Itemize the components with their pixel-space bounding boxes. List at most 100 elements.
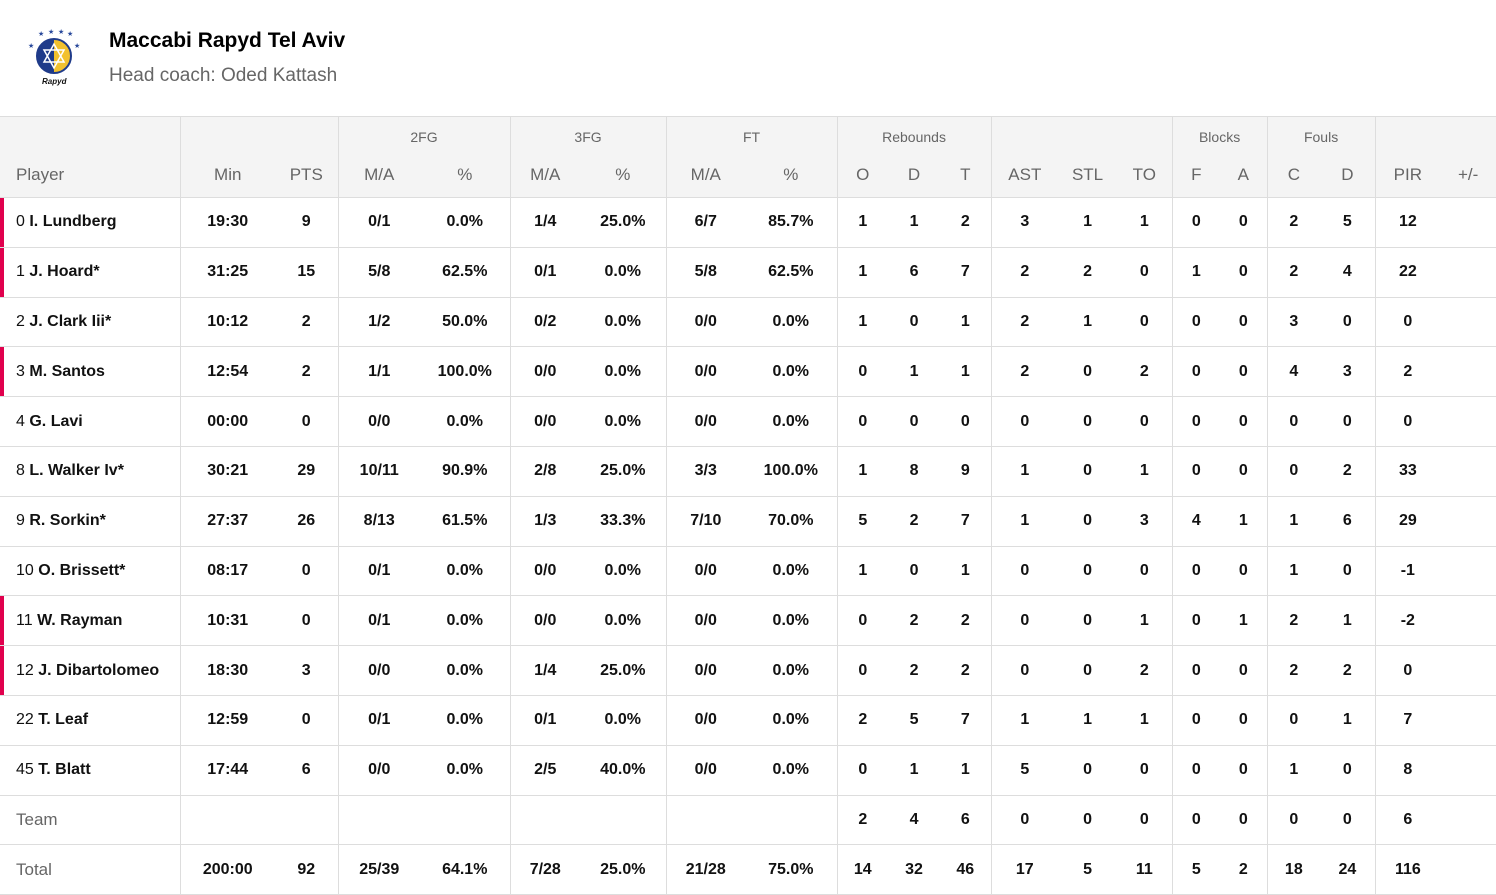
- player-cell[interactable]: 0 I. Lundberg: [0, 197, 180, 248]
- player-row: 9 R. Sorkin* 27:37 26 8/13 61.5% 1/3 33.3% 7/10…: [0, 496, 1496, 547]
- column-header[interactable]: M/A: [337, 152, 420, 198]
- stat-ma: 0/0: [509, 546, 581, 597]
- stat-f: 0: [1171, 795, 1221, 846]
- player-name[interactable]: R. Sorkin*: [29, 512, 106, 530]
- player-cell[interactable]: 4 G. Lavi: [0, 396, 180, 447]
- stat-pir: 0: [1374, 645, 1441, 696]
- stat-: 85.7%: [745, 197, 838, 248]
- player-name[interactable]: L. Walker Iv*: [29, 462, 124, 480]
- stat-: 70.0%: [745, 496, 838, 547]
- svg-text:★: ★: [48, 28, 54, 36]
- stat-to: 3: [1117, 496, 1173, 547]
- column-header[interactable]: A: [1220, 152, 1268, 198]
- stat-to: 0: [1117, 247, 1173, 298]
- player-cell[interactable]: 9 R. Sorkin*: [0, 496, 180, 547]
- player-number: 0: [16, 213, 25, 231]
- stat-o: 0: [836, 396, 889, 447]
- column-header[interactable]: %: [745, 152, 838, 198]
- stat-pir: 8: [1374, 745, 1441, 796]
- player-cell[interactable]: 3 M. Santos: [0, 346, 180, 398]
- player-name[interactable]: O. Brissett*: [38, 561, 126, 579]
- stat-t: 2: [940, 645, 992, 696]
- player-cell[interactable]: 2 J. Clark Iii*: [0, 297, 180, 348]
- stat-: 64.1%: [420, 844, 511, 895]
- player-cell[interactable]: 12 J. Dibartolomeo: [0, 645, 180, 696]
- stat-d: 2: [1320, 446, 1376, 497]
- stat-a: 0: [1220, 396, 1268, 447]
- column-header[interactable]: O: [836, 152, 889, 198]
- column-header[interactable]: PIR: [1374, 152, 1441, 198]
- team-label: Team: [0, 795, 180, 846]
- stat-ma: 0/0: [509, 396, 581, 447]
- stat-: 0.0%: [580, 595, 667, 647]
- stat-to: 0: [1117, 795, 1173, 846]
- column-header[interactable]: AST: [990, 152, 1059, 198]
- stat-a: 0: [1220, 297, 1268, 348]
- player-name[interactable]: W. Rayman: [37, 611, 123, 629]
- stat-a: 0: [1220, 795, 1268, 846]
- stat-c: 0: [1266, 795, 1321, 846]
- column-header[interactable]: T: [940, 152, 992, 198]
- column-header[interactable]: Player: [0, 152, 180, 198]
- column-header[interactable]: M/A: [665, 152, 746, 198]
- team-header: ★ ★ ★ ★ ★ ★ Rapyd Maccabi Rapyd Tel Aviv Hea…: [0, 0, 1496, 116]
- stat-c: 1: [1266, 745, 1321, 796]
- stat-pir: 116: [1374, 844, 1441, 895]
- player-name[interactable]: T. Leaf: [38, 711, 89, 729]
- stat-d: 8: [888, 446, 941, 497]
- column-header[interactable]: Min: [179, 152, 275, 198]
- stat-: [1440, 297, 1496, 348]
- stat-stl: 1: [1058, 695, 1118, 746]
- stat-pts: 2: [275, 346, 338, 398]
- column-header[interactable]: D: [888, 152, 941, 198]
- stat-min: 10:31: [179, 595, 275, 647]
- stat-ma: 0/1: [337, 595, 420, 647]
- stat-ma: 10/11: [337, 446, 420, 497]
- stat-ma: 0/1: [337, 695, 420, 746]
- stat-: 0.0%: [580, 695, 667, 746]
- player-name[interactable]: G. Lavi: [29, 412, 83, 430]
- column-header[interactable]: F: [1171, 152, 1221, 198]
- column-header[interactable]: C: [1266, 152, 1321, 198]
- player-name[interactable]: J. Clark Iii*: [29, 312, 112, 330]
- player-cell[interactable]: 8 L. Walker Iv*: [0, 446, 180, 497]
- column-header[interactable]: +/-: [1440, 152, 1496, 198]
- player-name[interactable]: T. Blatt: [38, 761, 91, 779]
- stat-pir: -1: [1374, 546, 1441, 597]
- svg-text:Rapyd: Rapyd: [42, 77, 68, 86]
- stat-ast: 0: [990, 645, 1059, 696]
- stat-c: 2: [1266, 645, 1321, 696]
- player-name[interactable]: J. Hoard*: [29, 263, 100, 281]
- column-header[interactable]: PTS: [275, 152, 338, 198]
- column-header[interactable]: %: [420, 152, 511, 198]
- column-group: [0, 116, 180, 153]
- column-header[interactable]: D: [1320, 152, 1376, 198]
- column-header[interactable]: TO: [1117, 152, 1173, 198]
- stat-o: 1: [836, 197, 889, 248]
- column-header[interactable]: STL: [1058, 152, 1118, 198]
- player-cell[interactable]: 45 T. Blatt: [0, 745, 180, 796]
- stat-t: 7: [940, 247, 992, 298]
- player-cell[interactable]: 11 W. Rayman: [0, 595, 180, 647]
- player-name[interactable]: J. Dibartolomeo: [38, 661, 160, 679]
- stat-d: 24: [1320, 844, 1376, 895]
- player-cell[interactable]: 10 O. Brissett*: [0, 546, 180, 597]
- player-row: 22 T. Leaf 12:59 0 0/1 0.0% 0/1 0.0% 0/0 0.0% 2 5 7…: [0, 695, 1496, 746]
- stat-: 62.5%: [745, 247, 838, 298]
- player-name[interactable]: M. Santos: [29, 362, 105, 380]
- stat-pts: 92: [275, 844, 338, 895]
- team-name: Maccabi Rapyd Tel Aviv: [109, 29, 346, 52]
- stat-pir: 0: [1374, 297, 1441, 348]
- column-header[interactable]: M/A: [509, 152, 581, 198]
- stat-d: 2: [1320, 645, 1376, 696]
- player-row: 0 I. Lundberg 19:30 9 0/1 0.0% 1/4 25.0% 6/7 85.…: [0, 197, 1496, 248]
- player-name[interactable]: I. Lundberg: [29, 213, 117, 231]
- stat-ma: 0/0: [337, 645, 420, 696]
- player-cell[interactable]: 22 T. Leaf: [0, 695, 180, 746]
- stat-: 90.9%: [420, 446, 511, 497]
- player-number: 45: [16, 761, 34, 779]
- player-cell[interactable]: 1 J. Hoard*: [0, 247, 180, 298]
- stat-a: 0: [1220, 645, 1268, 696]
- column-header[interactable]: %: [580, 152, 667, 198]
- stat-d: 1: [1320, 595, 1376, 647]
